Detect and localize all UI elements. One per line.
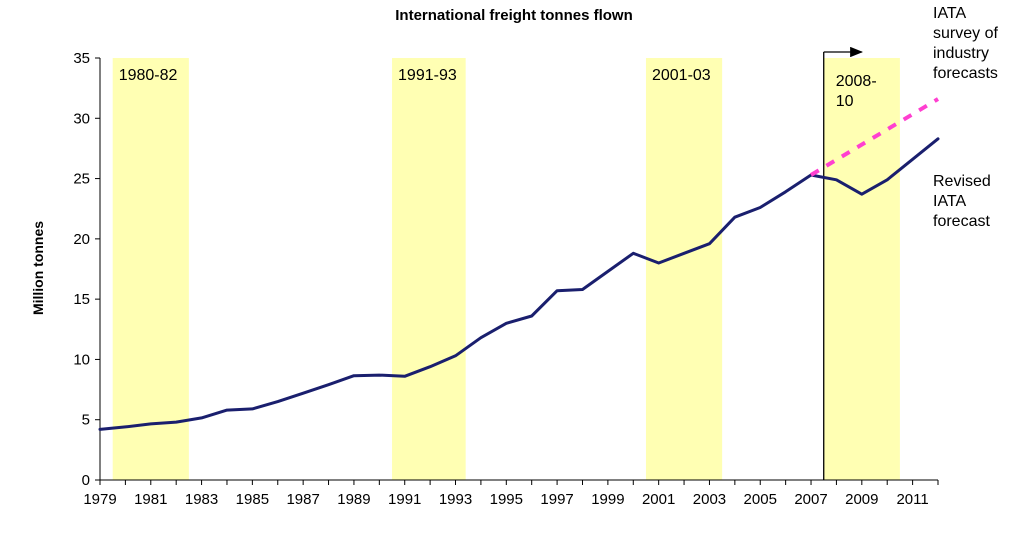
shaded-period-label-2: 2001-03 <box>652 67 711 84</box>
x-tick-label: 2011 <box>896 491 928 508</box>
x-tick-label: 1995 <box>490 491 523 508</box>
shaded-periods <box>112 58 900 480</box>
forecast-marker <box>823 46 864 480</box>
x-tick-label: 2009 <box>845 491 878 508</box>
axes <box>95 57 939 485</box>
x-tick-label: 1999 <box>591 491 624 508</box>
x-tick-label: 1987 <box>286 491 319 508</box>
shaded-period-1 <box>392 58 466 480</box>
x-tick-label: 1997 <box>540 491 573 508</box>
y-tick-label: 35 <box>73 50 90 67</box>
shaded-period-0 <box>112 58 189 480</box>
shaded-period-labels: 1980-82 1991-93 2001-03 2008-10 <box>119 67 877 110</box>
x-tick-labels: 1979 1981 1983 1985 1987 1989 1991 1993 1995 1997… <box>83 491 928 508</box>
x-tick-label: 1983 <box>185 491 218 508</box>
x-tick-label: 2007 <box>794 491 827 508</box>
y-tick-label: 0 <box>82 472 90 489</box>
x-tick-label: 2003 <box>693 491 726 508</box>
series-line-1 <box>809 97 940 177</box>
x-tick-label: 1979 <box>83 491 116 508</box>
chart-title: International freight tonnes flown <box>395 7 633 24</box>
y-tick-label: 10 <box>73 351 90 368</box>
x-tick-label: 2001 <box>642 491 675 508</box>
shaded-period-label-0: 1980-82 <box>119 67 178 84</box>
y-tick-label: 30 <box>73 110 90 127</box>
x-tick-label: 1989 <box>337 491 370 508</box>
x-tick-label: 1993 <box>439 491 472 508</box>
shaded-period-3 <box>823 58 900 480</box>
annotation-0: IATA survey of industry forecasts <box>933 5 998 82</box>
shaded-period-2 <box>645 58 723 480</box>
series-lines <box>98 97 940 431</box>
x-tick-label: 2005 <box>744 491 777 508</box>
x-tick-label: 1991 <box>388 491 421 508</box>
y-tick-labels: 0 5 10 15 20 25 30 35 <box>73 50 90 489</box>
y-axis-label: Million tonnes <box>30 221 46 315</box>
shaded-period-label-1: 1991-93 <box>398 67 457 84</box>
y-tick-label: 15 <box>73 291 90 308</box>
y-tick-label: 20 <box>73 231 90 248</box>
annotations: IATA survey of industry forecasts Revised IAT… <box>933 5 998 230</box>
x-tick-label: 1985 <box>236 491 269 508</box>
y-tick-label: 5 <box>82 412 90 429</box>
x-tick-label: 1981 <box>134 491 167 508</box>
shaded-period-label-3: 2008-10 <box>836 73 877 110</box>
y-tick-label: 25 <box>73 171 90 188</box>
annotation-1: Revised IATA forecast <box>933 173 991 230</box>
series-line-0 <box>98 137 940 431</box>
